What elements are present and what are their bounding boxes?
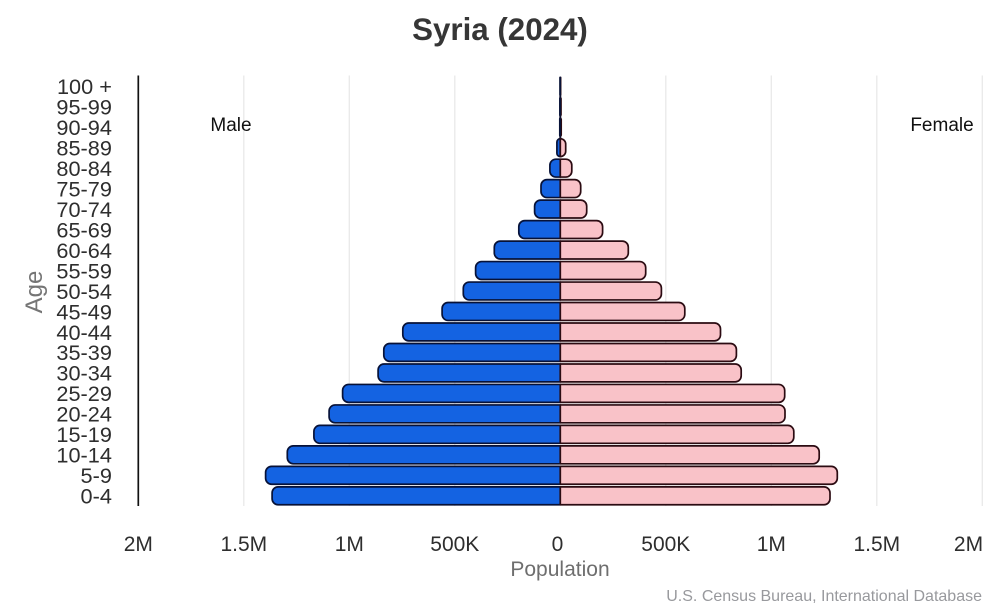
svg-text:Age: Age: [21, 271, 48, 314]
svg-text:35-39: 35-39: [56, 340, 111, 365]
svg-text:5-9: 5-9: [81, 463, 112, 488]
svg-text:75-79: 75-79: [56, 176, 111, 201]
svg-text:85-89: 85-89: [56, 135, 111, 160]
svg-text:40-44: 40-44: [56, 320, 111, 345]
svg-text:500K: 500K: [430, 533, 479, 556]
svg-text:1M: 1M: [757, 533, 786, 556]
svg-text:80-84: 80-84: [56, 156, 111, 181]
svg-text:U.S. Census Bureau, Internatio: U.S. Census Bureau, International Databa…: [666, 588, 982, 605]
svg-text:0: 0: [552, 533, 564, 556]
svg-text:45-49: 45-49: [56, 299, 111, 324]
svg-text:Female: Female: [910, 115, 973, 136]
svg-text:2M: 2M: [124, 533, 153, 556]
svg-text:Population: Population: [510, 558, 609, 581]
svg-text:95-99: 95-99: [56, 95, 111, 120]
svg-text:60-64: 60-64: [56, 238, 111, 263]
svg-text:Male: Male: [210, 115, 251, 136]
svg-text:30-34: 30-34: [56, 361, 111, 386]
svg-text:10-14: 10-14: [56, 443, 111, 468]
svg-text:500K: 500K: [641, 533, 690, 556]
svg-text:1M: 1M: [335, 533, 364, 556]
svg-text:100 +: 100 +: [57, 74, 112, 99]
svg-text:90-94: 90-94: [56, 115, 111, 140]
svg-text:50-54: 50-54: [56, 279, 111, 304]
svg-text:1.5M: 1.5M: [853, 533, 900, 556]
svg-text:1.5M: 1.5M: [220, 533, 267, 556]
svg-text:2M: 2M: [954, 533, 983, 556]
svg-text:Syria (2024): Syria (2024): [412, 12, 588, 47]
svg-text:70-74: 70-74: [56, 197, 111, 222]
svg-text:65-69: 65-69: [56, 217, 111, 242]
svg-text:15-19: 15-19: [56, 422, 111, 447]
svg-text:25-29: 25-29: [56, 381, 111, 406]
svg-text:55-59: 55-59: [56, 258, 111, 283]
svg-text:0-4: 0-4: [81, 484, 112, 509]
svg-text:20-24: 20-24: [56, 402, 111, 427]
